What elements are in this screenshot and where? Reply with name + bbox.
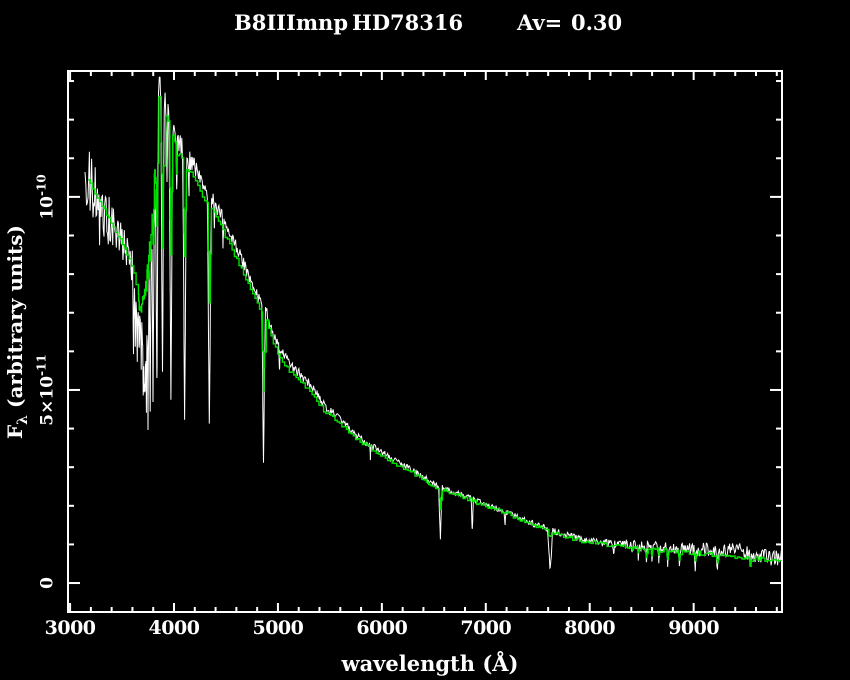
extinction-label: Av= xyxy=(517,10,563,35)
y-axis-title-units: (arbitrary units) xyxy=(3,224,27,415)
spectral-type-label: B8IIImnp xyxy=(234,10,349,35)
x-tick-label: 3000 xyxy=(44,617,96,639)
y-tick-label-0: 0 xyxy=(37,577,58,589)
y-tick-label-1e-10: 10-10 xyxy=(34,174,58,220)
model-spectrum-line xyxy=(88,95,782,567)
observed-spectrum-line xyxy=(84,76,782,572)
plot-box xyxy=(67,70,783,613)
x-tick-label: 8000 xyxy=(564,617,616,639)
extinction-value: 0.30 xyxy=(571,10,623,35)
x-tick-label: 4000 xyxy=(148,617,200,639)
y-axis-title: Fλ (arbitrary units) xyxy=(3,225,31,439)
x-tick-label: 6000 xyxy=(356,617,408,639)
star-id-label: HD78316 xyxy=(352,10,464,35)
x-tick-label: 7000 xyxy=(460,617,512,639)
y-axis-title-subscript: λ xyxy=(15,414,31,425)
x-axis-title: wavelength (Å) xyxy=(341,651,519,676)
y-axis-title-symbol: F xyxy=(3,424,27,440)
y-tick-label-5e-11: 5×10-11 xyxy=(34,354,58,426)
x-tick-label: 9000 xyxy=(668,617,720,639)
x-tick-label: 5000 xyxy=(252,617,304,639)
